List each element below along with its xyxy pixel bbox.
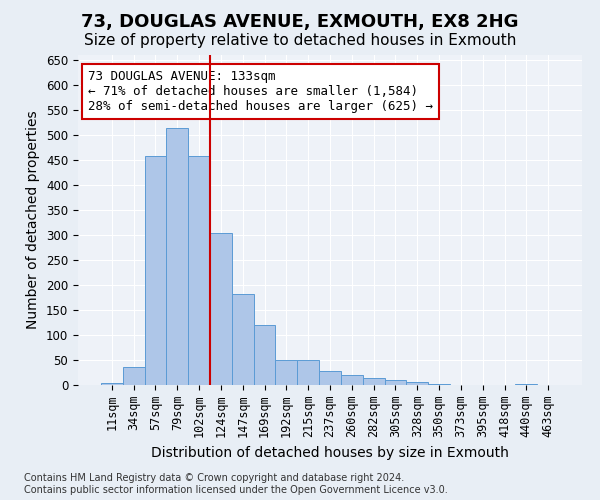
Bar [428,384,450,385]
Bar [188,156,210,385]
Bar [297,360,319,385]
Bar [341,375,363,385]
Bar [319,371,341,385]
Bar [450,384,472,385]
Bar [515,384,537,385]
Bar [385,380,406,385]
Text: Size of property relative to detached houses in Exmouth: Size of property relative to detached ho… [84,32,516,48]
Bar [123,366,145,385]
Y-axis label: Number of detached properties: Number of detached properties [26,110,40,330]
Bar [145,156,166,385]
Bar [101,382,123,385]
Bar [166,128,188,385]
Text: Contains HM Land Registry data © Crown copyright and database right 2024.
Contai: Contains HM Land Registry data © Crown c… [24,474,448,495]
X-axis label: Distribution of detached houses by size in Exmouth: Distribution of detached houses by size … [151,446,509,460]
Bar [363,378,385,385]
Bar [275,360,297,385]
Bar [232,294,254,385]
Bar [406,382,428,385]
Bar [254,325,275,385]
Text: 73 DOUGLAS AVENUE: 133sqm
← 71% of detached houses are smaller (1,584)
28% of se: 73 DOUGLAS AVENUE: 133sqm ← 71% of detac… [88,70,433,113]
Text: 73, DOUGLAS AVENUE, EXMOUTH, EX8 2HG: 73, DOUGLAS AVENUE, EXMOUTH, EX8 2HG [81,12,519,30]
Bar [210,232,232,385]
